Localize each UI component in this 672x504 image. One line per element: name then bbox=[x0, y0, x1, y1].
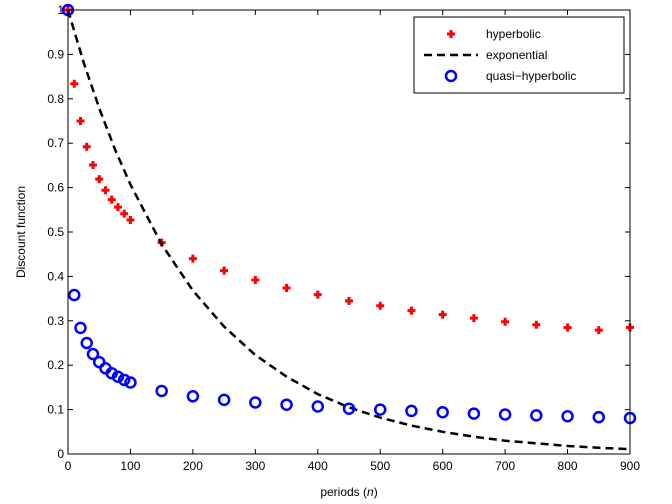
hyperbolic-point bbox=[120, 209, 129, 218]
hyperbolic-point bbox=[82, 142, 91, 151]
quasi-hyperbolic-point bbox=[80, 336, 93, 350]
quasi-hyperbolic-point bbox=[124, 376, 137, 389]
x-axis-title: periods (n) bbox=[320, 485, 377, 499]
legend-item-quasi-hyperbolic: quasi−hyperbolic bbox=[444, 69, 576, 83]
quasi-hyperbolic-point bbox=[86, 347, 100, 361]
x-tick-label: 400 bbox=[308, 459, 328, 473]
legend-marker-quasi-hyperbolic bbox=[444, 69, 458, 83]
series-exponential bbox=[66, 9, 631, 451]
quasi-hyperbolic-point bbox=[117, 373, 131, 387]
y-tick-label: 0.7 bbox=[47, 136, 64, 150]
quasi-hyperbolic-point bbox=[74, 321, 87, 335]
hyperbolic-point bbox=[469, 314, 478, 323]
hyperbolic-point bbox=[220, 266, 229, 275]
hyperbolic-point bbox=[313, 290, 322, 299]
x-tick-label: 900 bbox=[620, 459, 640, 473]
legend-item-exponential: exponential bbox=[424, 48, 547, 62]
legend-label-exponential: exponential bbox=[486, 48, 547, 62]
series-layer bbox=[61, 3, 637, 451]
y-tick-label: 0.1 bbox=[47, 403, 64, 417]
x-tick-label: 200 bbox=[183, 459, 203, 473]
legend: hyperbolic exponential quasi−hyperbolic bbox=[413, 16, 625, 94]
quasi-hyperbolic-point bbox=[92, 355, 106, 369]
series-hyperbolic bbox=[64, 6, 634, 335]
y-tick-label: 0.9 bbox=[47, 47, 64, 61]
hyperbolic-point bbox=[88, 160, 97, 169]
x-tick-label: 300 bbox=[245, 459, 265, 473]
hyperbolic-point bbox=[345, 296, 353, 305]
quasi-hyperbolic-point bbox=[280, 398, 293, 411]
quasi-hyperbolic-point bbox=[405, 404, 418, 418]
y-tick-label: 1 bbox=[57, 3, 64, 17]
legend-marker-hyperbolic bbox=[447, 30, 455, 38]
quasi-hyperbolic-point bbox=[561, 410, 574, 423]
hyperbolic-point bbox=[126, 216, 135, 225]
quasi-hyperbolic-point bbox=[592, 410, 606, 424]
y-tick-label: 0.4 bbox=[47, 269, 64, 283]
hyperbolic-point bbox=[107, 195, 116, 204]
hyperbolic-point bbox=[282, 283, 291, 292]
x-axis: 0 100 200 300 400 500 600 700 800 900 bbox=[65, 10, 640, 473]
x-tick-label: 500 bbox=[370, 459, 390, 473]
y-tick-label: 0.8 bbox=[47, 92, 64, 106]
y-tick-label: 0.2 bbox=[47, 358, 64, 372]
quasi-hyperbolic-point bbox=[467, 407, 481, 420]
quasi-hyperbolic-point bbox=[498, 408, 512, 421]
hyperbolic-point bbox=[188, 254, 197, 263]
hyperbolic-point bbox=[251, 275, 260, 284]
legend-label-hyperbolic: hyperbolic bbox=[486, 27, 541, 41]
hyperbolic-point bbox=[376, 301, 385, 310]
exponential-line bbox=[66, 9, 631, 451]
legend-item-hyperbolic: hyperbolic bbox=[447, 27, 541, 41]
hyperbolic-point bbox=[501, 317, 510, 326]
quasi-hyperbolic-point bbox=[67, 288, 81, 302]
hyperbolic-point bbox=[95, 175, 104, 184]
quasi-hyperbolic-point bbox=[186, 390, 200, 403]
hyperbolic-point bbox=[101, 186, 110, 195]
quasi-hyperbolic-point bbox=[436, 406, 449, 419]
series-quasi-hyperbolic bbox=[61, 3, 637, 425]
hyperbolic-point bbox=[407, 306, 416, 315]
quasi-hyperbolic-point bbox=[530, 409, 543, 422]
hyperbolic-point bbox=[532, 320, 541, 329]
quasi-hyperbolic-point bbox=[249, 396, 262, 409]
y-tick-label: 0.3 bbox=[47, 314, 64, 328]
quasi-hyperbolic-point bbox=[217, 393, 231, 407]
hyperbolic-point bbox=[113, 203, 122, 212]
hyperbolic-point bbox=[594, 326, 603, 335]
quasi-hyperbolic-point bbox=[373, 403, 387, 416]
hyperbolic-point bbox=[70, 79, 79, 88]
quasi-hyperbolic-point bbox=[311, 400, 325, 413]
legend-plus-mark bbox=[447, 30, 455, 38]
legend-label-quasi-hyperbolic: quasi−hyperbolic bbox=[486, 69, 576, 83]
hyperbolic-point bbox=[438, 310, 447, 319]
x-tick-label: 700 bbox=[495, 459, 515, 473]
y-tick-label: 0.6 bbox=[47, 181, 64, 195]
y-tick-label: 0.5 bbox=[47, 225, 64, 239]
y-tick-label: 0 bbox=[57, 447, 64, 461]
quasi-hyperbolic-point bbox=[155, 384, 168, 398]
quasi-hyperbolic-point bbox=[105, 366, 118, 380]
hyperbolic-point bbox=[563, 323, 572, 332]
quasi-hyperbolic-point bbox=[342, 402, 356, 415]
quasi-hyperbolic-point bbox=[111, 370, 125, 383]
x-tick-label: 800 bbox=[558, 459, 578, 473]
y-axis: 0 0.1 0.2 0.3 0.4 0.5 0.6 0.7 0.8 0.9 1 bbox=[47, 3, 630, 461]
hyperbolic-point bbox=[76, 117, 85, 125]
x-tick-label: 600 bbox=[433, 459, 453, 473]
x-tick-label: 0 bbox=[65, 459, 72, 473]
y-axis-title: Discount function bbox=[14, 186, 28, 278]
x-tick-label: 100 bbox=[120, 459, 140, 473]
